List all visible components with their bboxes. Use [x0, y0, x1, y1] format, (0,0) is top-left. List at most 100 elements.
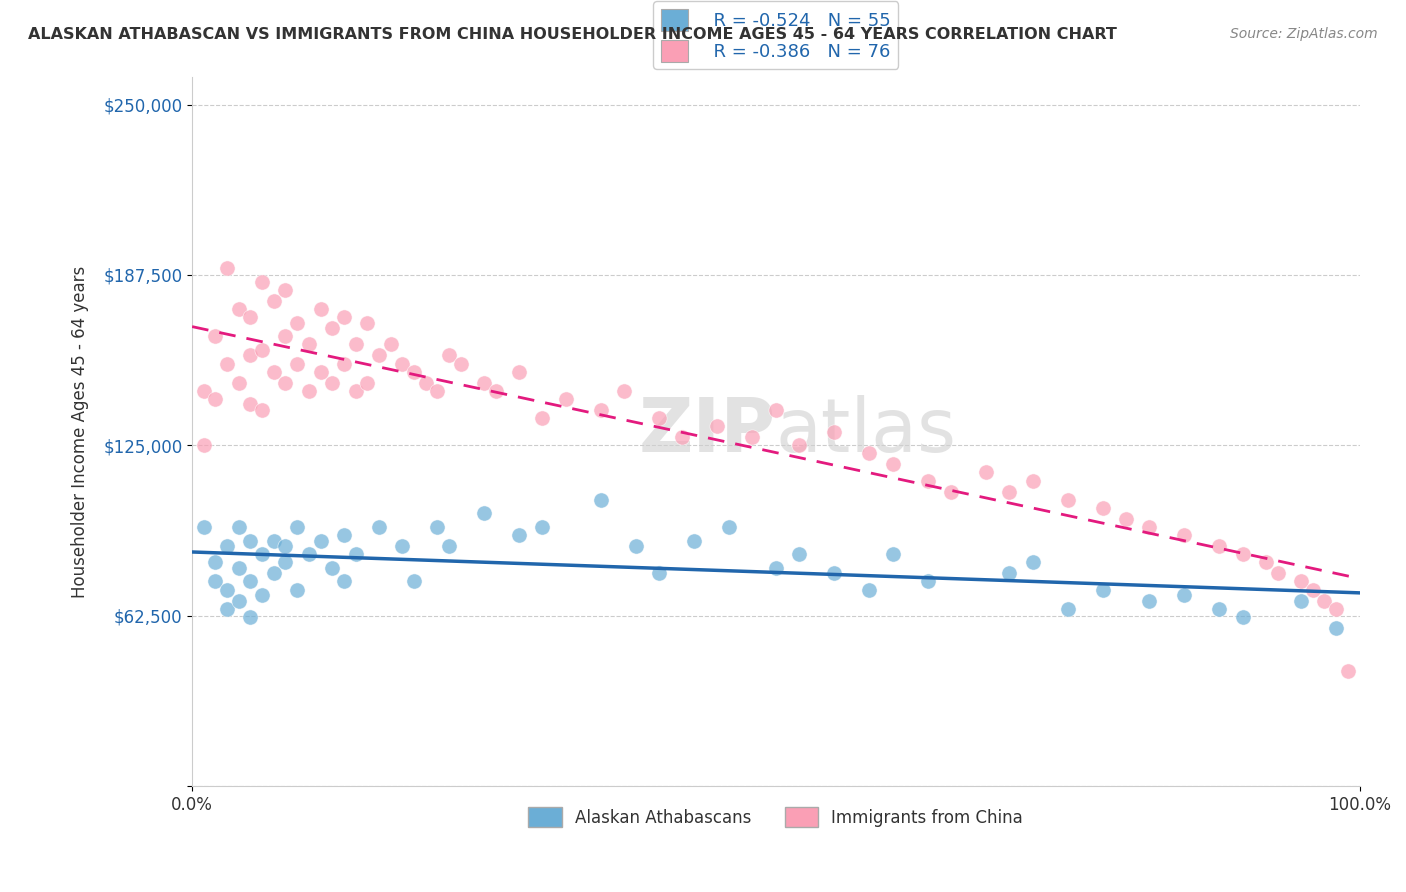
Point [1021, 474, 1043, 488]
Point [648, 566, 671, 581]
Point [285, 582, 308, 597]
Point [437, 348, 460, 362]
Point [426, 384, 449, 398]
Point [1056, 492, 1078, 507]
Point [239, 533, 262, 548]
Point [298, 384, 321, 398]
Point [648, 411, 671, 425]
Point [228, 376, 250, 390]
Point [250, 343, 273, 357]
Point [1173, 588, 1195, 602]
Point [531, 520, 554, 534]
Point [239, 610, 262, 624]
Point [1267, 566, 1289, 581]
Point [706, 419, 728, 434]
Point [554, 392, 576, 406]
Point [274, 555, 297, 569]
Point [250, 402, 273, 417]
Point [1256, 555, 1278, 569]
Point [974, 466, 997, 480]
Point [333, 528, 356, 542]
Point [426, 520, 449, 534]
Point [217, 357, 239, 371]
Point [274, 539, 297, 553]
Point [228, 561, 250, 575]
Point [204, 329, 226, 343]
Point [858, 582, 880, 597]
Point [917, 574, 939, 589]
Point [250, 275, 273, 289]
Point [998, 484, 1021, 499]
Point [589, 402, 612, 417]
Point [263, 293, 285, 308]
Point [250, 547, 273, 561]
Point [437, 539, 460, 553]
Point [344, 384, 367, 398]
Point [239, 348, 262, 362]
Point [1021, 555, 1043, 569]
Point [1324, 621, 1347, 635]
Point [882, 458, 904, 472]
Point [321, 376, 343, 390]
Point [228, 593, 250, 607]
Point [204, 574, 226, 589]
Point [356, 316, 378, 330]
Point [391, 357, 413, 371]
Point [263, 365, 285, 379]
Point [217, 582, 239, 597]
Point [193, 520, 215, 534]
Point [683, 533, 706, 548]
Point [193, 384, 215, 398]
Legend: Alaskan Athabascans, Immigrants from China: Alaskan Athabascans, Immigrants from Chi… [522, 800, 1029, 834]
Point [1289, 593, 1312, 607]
Point [274, 329, 297, 343]
Point [333, 574, 356, 589]
Point [939, 484, 962, 499]
Point [344, 547, 367, 561]
Point [217, 539, 239, 553]
Point [882, 547, 904, 561]
Point [217, 601, 239, 615]
Point [1115, 512, 1137, 526]
Point [321, 561, 343, 575]
Point [298, 337, 321, 351]
Point [333, 357, 356, 371]
Point [613, 384, 636, 398]
Point [1208, 539, 1230, 553]
Point [250, 588, 273, 602]
Point [239, 397, 262, 411]
Point [367, 520, 389, 534]
Point [1208, 601, 1230, 615]
Point [508, 528, 530, 542]
Point [508, 365, 530, 379]
Point [1289, 574, 1312, 589]
Point [298, 547, 321, 561]
Point [998, 566, 1021, 581]
Point [1302, 582, 1324, 597]
Point [787, 547, 810, 561]
Point [787, 438, 810, 452]
Point [1232, 547, 1254, 561]
Point [263, 566, 285, 581]
Point [321, 321, 343, 335]
Point [204, 392, 226, 406]
Point [1091, 500, 1114, 515]
Point [589, 492, 612, 507]
Point [1056, 601, 1078, 615]
Point [274, 283, 297, 297]
Point [858, 446, 880, 460]
Point [263, 533, 285, 548]
Point [309, 301, 332, 316]
Point [285, 520, 308, 534]
Point [531, 411, 554, 425]
Text: ZIP: ZIP [638, 395, 776, 468]
Point [239, 574, 262, 589]
Point [402, 365, 425, 379]
Point [193, 438, 215, 452]
Point [1232, 610, 1254, 624]
Point [309, 533, 332, 548]
Point [917, 474, 939, 488]
Point [741, 430, 763, 444]
Point [472, 376, 495, 390]
Y-axis label: Householder Income Ages 45 - 64 years: Householder Income Ages 45 - 64 years [72, 266, 89, 598]
